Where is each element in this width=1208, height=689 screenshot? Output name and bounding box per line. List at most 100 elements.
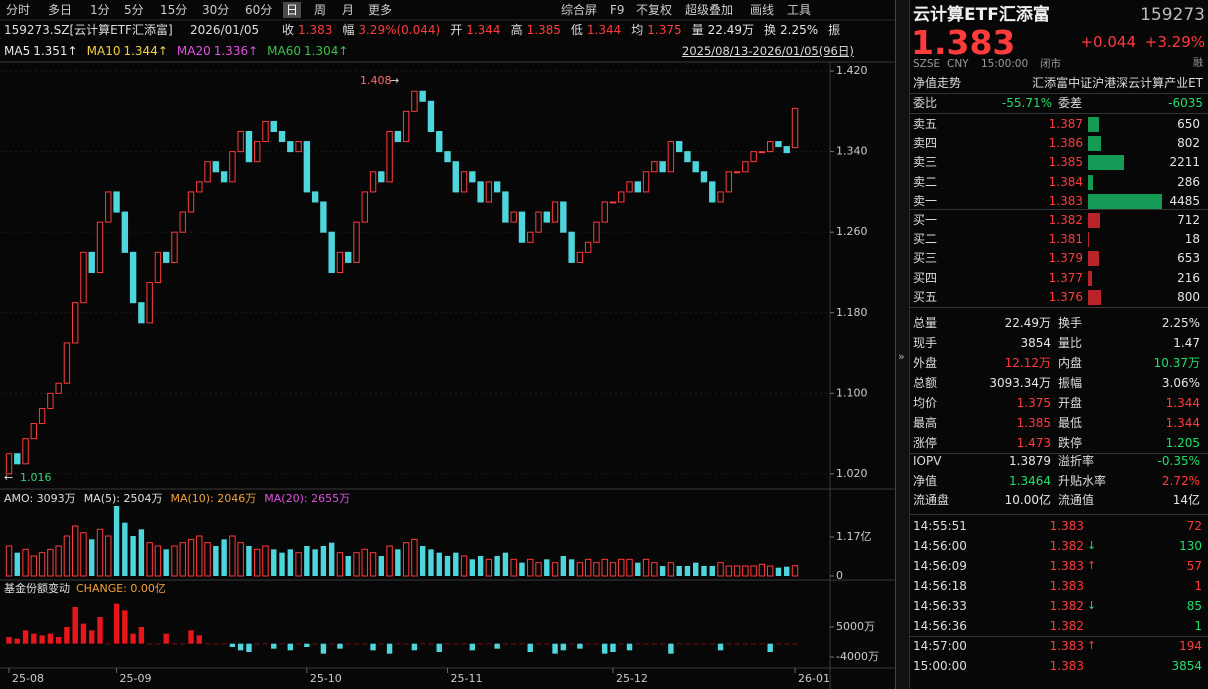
trade-arrow: ↓ bbox=[1087, 598, 1097, 612]
period-tab[interactable]: 1分 bbox=[90, 3, 110, 17]
bar bbox=[287, 549, 294, 576]
fund-full-name: 汇添富中证沪港深云计算产业ET bbox=[1032, 76, 1203, 90]
stat-label: 净值 bbox=[913, 473, 938, 488]
bar bbox=[213, 643, 219, 645]
order-level: 卖三 bbox=[913, 155, 938, 170]
bar bbox=[403, 643, 409, 645]
candle-body bbox=[642, 171, 650, 193]
tool-button[interactable]: 工具 bbox=[787, 3, 812, 17]
order-volume: 18 bbox=[1184, 232, 1200, 247]
period-tab[interactable]: 30分 bbox=[202, 3, 230, 17]
candle-body bbox=[560, 201, 567, 233]
stat-label: 最低 bbox=[1058, 416, 1083, 430]
bar bbox=[353, 552, 360, 577]
candle-body bbox=[361, 191, 368, 223]
bar bbox=[386, 643, 393, 654]
period-tab[interactable]: 周 bbox=[314, 3, 327, 17]
quote-value: 1.375 bbox=[647, 23, 682, 37]
bar bbox=[750, 643, 757, 645]
separator bbox=[910, 209, 1208, 210]
period-tab[interactable]: 15分 bbox=[160, 3, 188, 17]
trade-volume: 1 bbox=[1194, 618, 1202, 633]
trade-time: 14:56:18 bbox=[913, 578, 967, 593]
bar bbox=[717, 562, 724, 577]
candle-body bbox=[320, 201, 327, 233]
ma-label: MA60 bbox=[267, 44, 301, 58]
bar bbox=[659, 643, 666, 645]
bar bbox=[469, 559, 476, 576]
bar bbox=[667, 562, 675, 577]
candle-body bbox=[667, 141, 675, 173]
bar bbox=[436, 643, 442, 652]
bar bbox=[544, 643, 550, 645]
stat-label: 跌停 bbox=[1058, 436, 1083, 450]
period-tab[interactable]: 更多 bbox=[368, 3, 393, 17]
tool-button[interactable]: 超级叠加 bbox=[685, 3, 734, 17]
order-volume: 286 bbox=[1177, 174, 1200, 189]
bar bbox=[271, 549, 277, 576]
stat-value: 1.385 bbox=[1016, 416, 1051, 430]
candle-body bbox=[742, 161, 749, 173]
period-tab[interactable]: 月 bbox=[342, 3, 355, 17]
candle-body bbox=[14, 453, 21, 465]
order-level: 卖四 bbox=[913, 136, 938, 151]
bar bbox=[784, 643, 790, 645]
commission-label: 委比 bbox=[913, 96, 938, 110]
market-info: 15:00:00 bbox=[981, 58, 1029, 70]
tool-button[interactable]: 综合屏 bbox=[561, 3, 598, 17]
bar bbox=[89, 539, 95, 576]
bar bbox=[643, 643, 649, 645]
y-tick-label: 5000万 bbox=[836, 620, 875, 633]
period-tab[interactable]: 多日 bbox=[48, 3, 73, 17]
candle-body bbox=[791, 107, 799, 149]
trade-volume: 85 bbox=[1186, 598, 1202, 613]
x-tick-label: 25-09 bbox=[120, 672, 152, 685]
ma-value: 1.351↑ bbox=[33, 44, 78, 58]
stat-value: 1.47 bbox=[1173, 336, 1200, 350]
candle-body bbox=[436, 130, 443, 153]
order-price: 1.384 bbox=[1048, 174, 1083, 189]
stat-value: 1.3464 bbox=[1009, 473, 1051, 488]
candle-body bbox=[444, 151, 451, 163]
candle-body bbox=[725, 171, 733, 193]
date-range[interactable]: 2025/08/13-2026/01/05(96日) bbox=[682, 44, 854, 58]
order-volume: 2211 bbox=[1169, 155, 1200, 170]
bar bbox=[477, 643, 484, 645]
bar bbox=[279, 643, 285, 645]
candle-body bbox=[775, 141, 782, 148]
stat-value: 1.205 bbox=[1165, 436, 1200, 450]
order-volume: 712 bbox=[1177, 213, 1200, 227]
quote-label: 均 bbox=[631, 23, 644, 37]
candle-body bbox=[502, 191, 509, 223]
bar bbox=[14, 552, 20, 576]
trade-volume: 3854 bbox=[1171, 659, 1202, 674]
order-volume-bar bbox=[1088, 136, 1102, 152]
candle-body bbox=[419, 90, 426, 102]
bar bbox=[709, 566, 715, 576]
bar bbox=[96, 528, 104, 577]
bar bbox=[453, 552, 459, 576]
tool-button[interactable]: F9 bbox=[610, 3, 625, 17]
y-tick-label: 1.17亿 bbox=[836, 530, 872, 543]
candle-body bbox=[510, 211, 517, 223]
trade-price: 1.383 bbox=[1049, 659, 1084, 674]
bar bbox=[734, 643, 740, 645]
bar bbox=[584, 558, 592, 577]
candle-body bbox=[270, 120, 277, 132]
bar bbox=[312, 643, 318, 645]
stat-label: 外盘 bbox=[913, 356, 938, 370]
stat-label: 流通值 bbox=[1058, 493, 1095, 508]
nav-tab[interactable]: 净值走势 bbox=[913, 76, 962, 90]
bar bbox=[453, 643, 459, 645]
period-tab[interactable]: 分时 bbox=[6, 3, 31, 17]
period-tab[interactable]: 60分 bbox=[245, 3, 273, 17]
separator bbox=[910, 514, 1208, 515]
expand-icon[interactable]: » bbox=[898, 350, 905, 363]
tool-button[interactable]: 画线 bbox=[750, 3, 775, 17]
candle-body bbox=[80, 251, 87, 304]
last-price: 1.383 bbox=[911, 23, 1016, 62]
period-tab[interactable]: 5分 bbox=[124, 3, 144, 17]
tool-button[interactable]: 不复权 bbox=[636, 3, 673, 17]
period-tab[interactable]: 日 bbox=[283, 2, 302, 18]
bar bbox=[510, 643, 517, 645]
